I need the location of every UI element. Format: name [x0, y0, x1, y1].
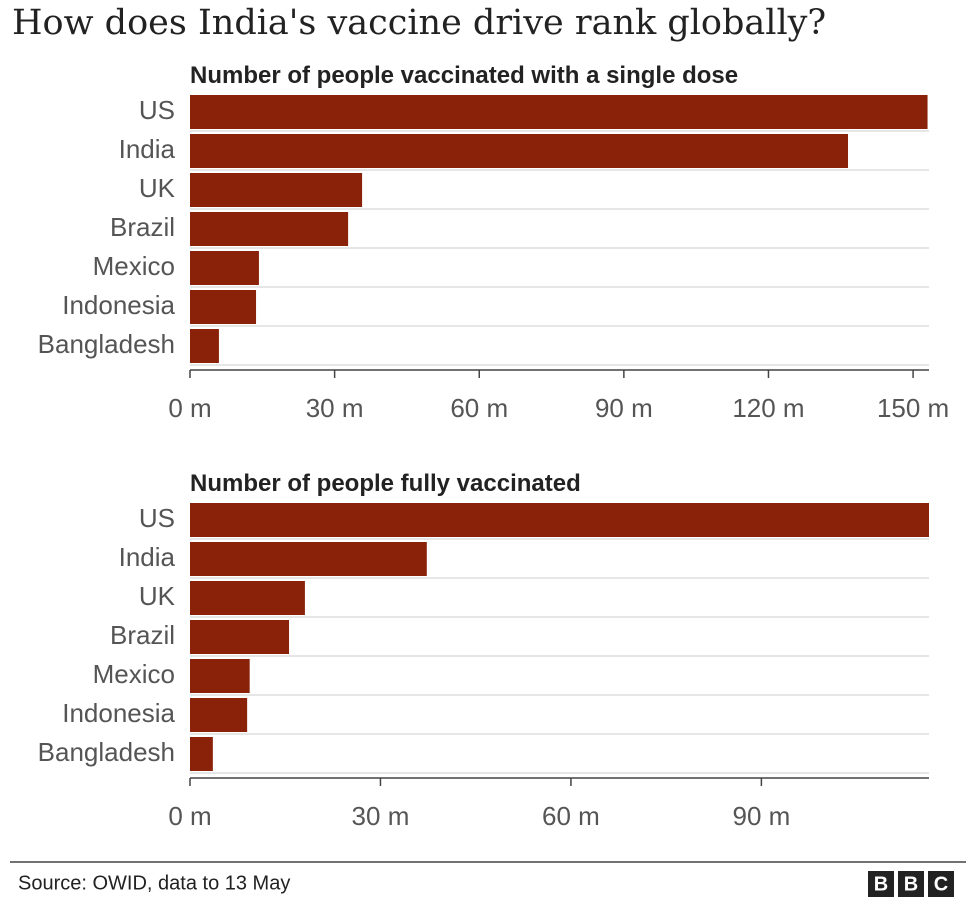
y-tick-label: Mexico	[93, 251, 175, 281]
x-tick-label: 150 m	[877, 393, 949, 423]
logo-block	[928, 871, 954, 897]
bar	[190, 212, 349, 246]
y-tick-label: Mexico	[93, 659, 175, 689]
bar	[190, 542, 427, 576]
x-tick-label: 60 m	[542, 801, 600, 831]
y-tick-label: Bangladesh	[38, 329, 175, 359]
x-tick-label: 30 m	[306, 393, 364, 423]
bar	[190, 737, 213, 771]
x-tick-label: 0 m	[168, 393, 211, 423]
x-tick-label: 120 m	[732, 393, 804, 423]
y-tick-label: Bangladesh	[38, 737, 175, 767]
bar	[190, 698, 248, 732]
bar	[190, 251, 259, 285]
y-tick-label: Brazil	[110, 212, 175, 242]
page-title: How does India's vaccine drive rank glob…	[12, 3, 826, 43]
bar	[190, 503, 929, 537]
logo-letter: B	[874, 873, 888, 895]
chart-subtitle: Number of people fully vaccinated	[190, 470, 581, 497]
bar	[190, 134, 849, 168]
x-tick-label: 60 m	[450, 393, 508, 423]
logo-block	[898, 871, 924, 897]
y-tick-label: Brazil	[110, 620, 175, 650]
y-tick-label: UK	[139, 173, 176, 203]
bar	[190, 581, 305, 615]
x-tick-label: 30 m	[352, 801, 410, 831]
bar	[190, 290, 257, 324]
y-tick-label: India	[119, 542, 176, 572]
bar	[190, 329, 219, 363]
y-tick-label: Indonesia	[62, 290, 175, 320]
bar	[190, 659, 250, 693]
logo-letter: B	[904, 873, 918, 895]
y-tick-label: US	[139, 95, 175, 125]
y-tick-label: US	[139, 503, 175, 533]
bar	[190, 95, 928, 129]
x-tick-label: 90 m	[732, 801, 790, 831]
chart-subtitle: Number of people vaccinated with a singl…	[190, 62, 738, 89]
logo-letter: C	[934, 873, 948, 895]
y-tick-label: Indonesia	[62, 698, 175, 728]
y-tick-label: India	[119, 134, 176, 164]
y-tick-label: UK	[139, 581, 176, 611]
x-tick-label: 0 m	[168, 801, 211, 831]
bbc-logo: B B C	[868, 871, 954, 897]
bar	[190, 620, 290, 654]
bar	[190, 173, 363, 207]
logo-block	[868, 871, 894, 897]
x-tick-label: 90 m	[595, 393, 653, 423]
source: Source: OWID, data to 13 May	[18, 872, 290, 894]
